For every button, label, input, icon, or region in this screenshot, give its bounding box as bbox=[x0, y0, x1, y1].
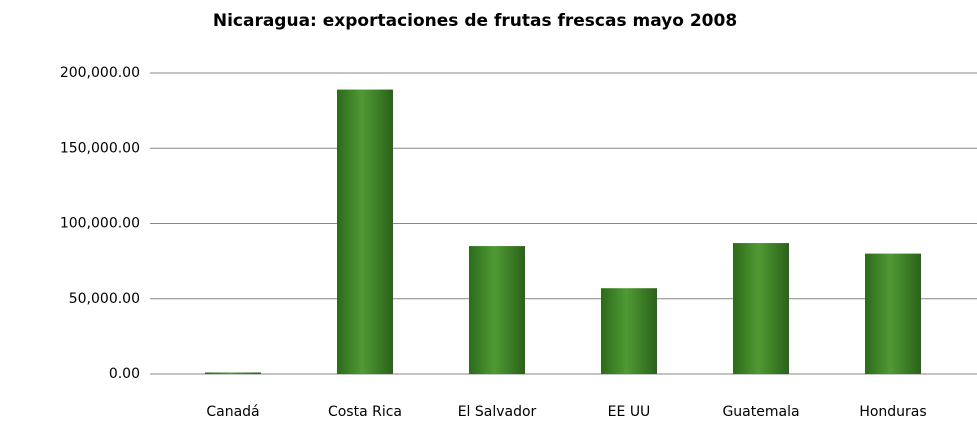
bar bbox=[865, 253, 921, 374]
y-tick-label: 150,000.00 bbox=[60, 140, 140, 156]
y-tick-label: 100,000.00 bbox=[60, 216, 140, 232]
bar bbox=[733, 243, 789, 374]
x-tick-label: Guatemala bbox=[722, 404, 799, 420]
chart-title: Nicaragua: exportaciones de frutas fresc… bbox=[213, 11, 737, 31]
bar bbox=[601, 288, 657, 374]
y-tick-label: 200,000.00 bbox=[60, 65, 140, 81]
bar bbox=[469, 246, 525, 374]
y-tick-label: 0.00 bbox=[109, 366, 140, 382]
bar bbox=[205, 372, 261, 374]
x-tick-label: El Salvador bbox=[458, 404, 537, 420]
x-tick-label: Canadá bbox=[206, 404, 259, 420]
x-tick-label: Costa Rica bbox=[328, 404, 402, 420]
bar bbox=[337, 89, 393, 375]
y-tick-label: 50,000.00 bbox=[69, 291, 140, 307]
x-tick-label: Honduras bbox=[859, 404, 926, 420]
x-tick-label: EE UU bbox=[608, 404, 651, 420]
